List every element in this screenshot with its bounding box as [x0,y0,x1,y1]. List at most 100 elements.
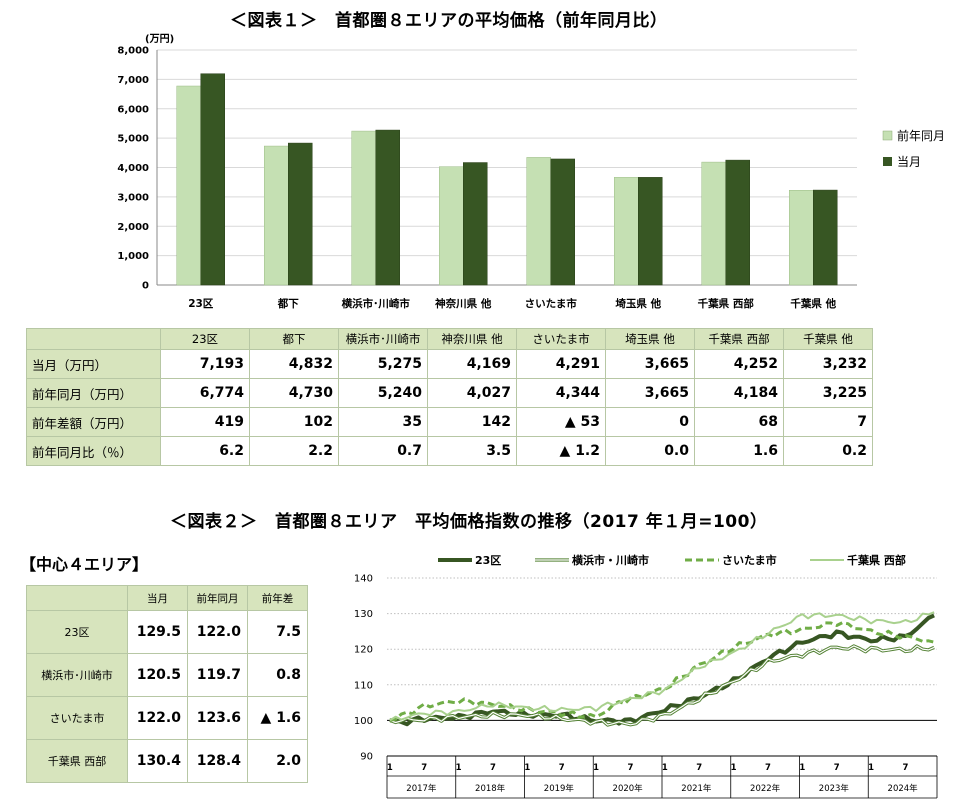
month-tick-label: 1 [731,763,737,773]
table-cell: 2.0 [247,739,308,783]
y-tick-label: 3,000 [117,192,149,203]
y-tick-label: 120 [354,645,373,656]
price-table-header: 23区 都下 横浜市･川崎市 神奈川県 他 さいたま市 埼玉県 他 千葉県 西部… [26,328,873,350]
year-label: 2020年 [613,783,644,794]
bar-chart-unit: (万円) [145,33,174,45]
y-tick-label: 5,000 [117,134,149,145]
col-header: 前年差 [247,585,308,611]
x-tick-label: 千葉県 他 [790,297,836,310]
bar [550,158,575,286]
figure2-subtitle: 【中心４エリア】 [20,555,149,574]
x-tick-label: 都下 [277,297,299,310]
table-cell: 4,184 [694,378,784,408]
series-line [389,621,935,722]
y-tick-label: 130 [354,609,373,620]
bar [526,157,551,286]
month-tick-label: 7 [765,763,771,773]
month-tick-label: 1 [593,763,599,773]
table-cell: 0.8 [247,653,308,697]
y-tick-label: 8,000 [117,46,149,57]
bar [813,189,838,286]
month-tick-label: 1 [524,763,530,773]
bar [439,166,464,286]
legend-label: 横浜市・川崎市 [572,553,649,567]
year-label: 2022年 [750,783,781,794]
legend-label-curr: 当月 [897,155,921,169]
y-tick-label: 140 [354,574,373,585]
year-label: 2019年 [544,783,575,794]
bar [725,159,750,286]
table-cell: 5,240 [338,378,428,408]
series-line [389,611,935,722]
month-tick-label: 1 [799,763,805,773]
table-cell: 3.5 [427,436,517,466]
month-tick-label: 7 [490,763,496,773]
legend-swatch-prev [882,130,893,141]
table-row: 千葉県 西部 130.4 128.4 2.0 [26,739,308,783]
table-cell: 3,232 [783,349,873,379]
table-cell: 6,774 [160,378,250,408]
table-row: 横浜市･川崎市 120.5 119.7 0.8 [26,653,308,697]
bar-legend: 前年同月 当月 [882,128,945,169]
table-cell: 0.7 [338,436,428,466]
month-tick-label: 7 [903,763,909,773]
x-tick-label: さいたま市 [525,297,578,310]
series-line [389,613,935,727]
table-cell: 142 [427,407,517,437]
col-header: 埼玉県 他 [605,328,695,350]
bar [375,129,400,286]
y-tick-label: 90 [360,752,373,763]
table-row: 前年同月比（％） 6.2 2.2 0.7 3.5 ▲ 1.2 0.0 1.6 0… [26,436,873,466]
series-line-inner [389,645,935,726]
month-tick-label: 1 [662,763,668,773]
table-cell: 128.4 [187,739,248,783]
table-cell: 419 [160,407,250,437]
bar [789,190,814,286]
y-tick-label: 100 [354,716,373,727]
legend-label: 23区 [475,554,501,567]
y-tick-label: 7,000 [117,75,149,86]
table-row: 当月（万円） 7,193 4,832 5,275 4,169 4,291 3,6… [26,349,873,379]
year-label: 2023年 [819,783,850,794]
legend-label-prev: 前年同月 [897,128,945,143]
col-header: 横浜市･川崎市 [338,328,428,350]
month-tick-label: 7 [559,763,565,773]
table-cell: ▲ 1.6 [247,696,308,740]
index-table-header: 当月 前年同月 前年差 [26,585,308,611]
figure2-title: ＜図表２＞ 首都圏８エリア 平均価格指数の推移（2017 年１月=100） [170,512,768,532]
row-label: 千葉県 西部 [26,739,128,783]
bar [264,145,289,286]
table-cell: 7 [783,407,873,437]
x-tick-label: 23区 [188,298,214,310]
y-tick-label: 110 [354,680,373,691]
month-tick-label: 1 [456,763,462,773]
x-tick-label: 千葉県 西部 [698,297,755,310]
table-cell: 122.0 [127,696,188,740]
table-cell: 2.2 [249,436,339,466]
year-label: 2024年 [888,783,919,794]
y-tick-label: 0 [142,281,149,292]
col-header: 都下 [249,328,339,350]
price-table-corner [26,328,161,350]
bar [614,177,639,286]
index-table: 当月 前年同月 前年差 23区 129.5 122.0 7.5 横浜市･川崎市 … [26,585,308,783]
price-table: 23区 都下 横浜市･川崎市 神奈川県 他 さいたま市 埼玉県 他 千葉県 西部… [26,328,873,466]
bar [200,73,225,286]
year-label: 2021年 [681,783,712,794]
table-cell: 5,275 [338,349,428,379]
y-tick-label: 6,000 [117,104,149,115]
col-header: さいたま市 [516,328,606,350]
bar-chart: 0 1,000 2,000 3,000 4,000 5,000 6,000 7,000 8,00… [117,33,945,310]
table-cell: 122.0 [187,610,248,654]
col-header: 千葉県 西部 [694,328,784,350]
col-header: 前年同月 [187,585,248,611]
legend-label: 千葉県 西部 [847,553,906,567]
row-label: 23区 [26,610,128,654]
table-cell: ▲ 1.2 [516,436,606,466]
table-cell: 123.6 [187,696,248,740]
month-tick-label: 7 [696,763,702,773]
table-row: 23区 129.5 122.0 7.5 [26,610,308,654]
month-tick-label: 7 [421,763,427,773]
month-tick-label: 1 [387,763,393,773]
